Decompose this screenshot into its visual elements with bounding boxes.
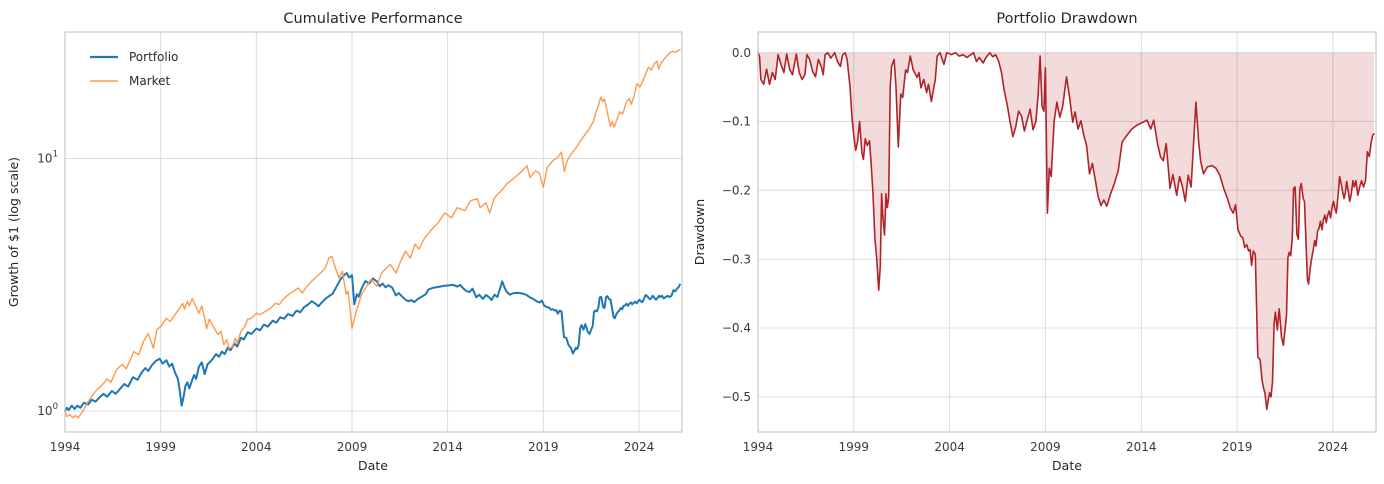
x-tick-label-2009: 2009 xyxy=(337,440,368,454)
legend-market-label: Market xyxy=(129,74,171,88)
drawdown-line xyxy=(757,51,1375,411)
left-chart-title: Cumulative Performance xyxy=(283,11,462,27)
right-y-axis-label: Drawdown xyxy=(692,199,707,265)
y-tick-label--0.4: −0.4 xyxy=(722,321,751,335)
y-tick-label-1: 100 xyxy=(37,402,58,418)
x-tick-label-2014: 2014 xyxy=(432,440,463,454)
x-tick-label-2024: 2024 xyxy=(1318,440,1349,454)
cumulative-performance-plot: 1994 1999 2004 2009 2014 2019 2024 100 101 xyxy=(37,31,683,454)
right-x-axis-label: Date xyxy=(1052,458,1082,473)
x-tick-label-2014: 2014 xyxy=(1126,440,1157,454)
left-y-axis-label: Growth of $1 (log scale) xyxy=(6,157,21,307)
y-tick-label--0.5: −0.5 xyxy=(722,390,751,404)
axes-frame xyxy=(64,31,683,433)
portfolio-line xyxy=(64,272,681,412)
y-tick-label--0.1: −0.1 xyxy=(722,115,751,129)
x-tick-label-1999: 1999 xyxy=(839,440,870,454)
left-x-axis-label: Date xyxy=(358,458,388,473)
x-tick-label-1994: 1994 xyxy=(50,440,81,454)
axes-frame xyxy=(757,31,1377,433)
x-tick-label-2019: 2019 xyxy=(1222,440,1253,454)
y-tick-label-0: 0.0 xyxy=(732,46,751,60)
legend: Portfolio Market xyxy=(90,50,178,88)
market-line xyxy=(64,48,681,419)
x-tick-label-1994: 1994 xyxy=(743,440,774,454)
y-tick-label--0.2: −0.2 xyxy=(722,184,751,198)
right-chart-title: Portfolio Drawdown xyxy=(996,11,1137,27)
x-tick-label-2004: 2004 xyxy=(934,440,965,454)
x-tick-label-1999: 1999 xyxy=(145,440,176,454)
x-tick-label-2004: 2004 xyxy=(241,440,272,454)
x-tick-label-2024: 2024 xyxy=(624,440,655,454)
x-tick-label-2019: 2019 xyxy=(528,440,559,454)
x-tick-label-2009: 2009 xyxy=(1030,440,1061,454)
legend-portfolio-label: Portfolio xyxy=(129,50,178,64)
drawdown-area-fill xyxy=(758,52,1374,410)
y-tick-label-10: 101 xyxy=(37,150,58,166)
y-tick-label--0.3: −0.3 xyxy=(722,252,751,266)
portfolio-drawdown-plot: 1994 1999 2004 2009 2014 2019 2024 0.0 −0.1 −0.2 −… xyxy=(722,31,1377,454)
